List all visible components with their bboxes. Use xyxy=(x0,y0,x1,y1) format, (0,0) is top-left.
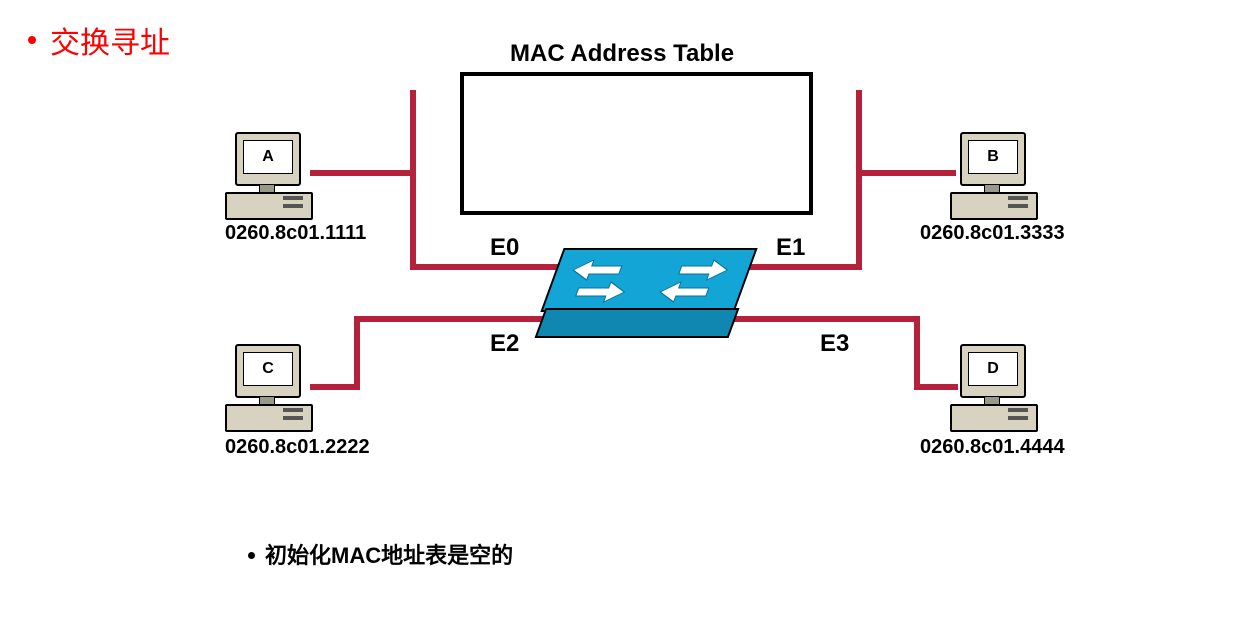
cable-segment xyxy=(914,316,920,390)
page-title: 交换寻址 xyxy=(50,18,170,62)
pc-c-icon: C xyxy=(225,344,315,434)
pc-c-mac: 0260.8c01.2222 xyxy=(225,436,370,459)
port-label-e0: E0 xyxy=(490,234,519,262)
footnote-text: 初始化MAC地址表是空的 xyxy=(265,538,513,570)
mac-table-title: MAC Address Table xyxy=(510,40,734,68)
pc-c-label: C xyxy=(243,352,293,386)
pc-d-mac: 0260.8c01.4444 xyxy=(920,436,1065,459)
cable-segment xyxy=(720,316,920,322)
cable-segment xyxy=(354,316,560,322)
pc-b-mac: 0260.8c01.3333 xyxy=(920,222,1065,245)
title-bullet xyxy=(28,36,36,44)
pc-d-icon: D xyxy=(950,344,1040,434)
pc-a-mac: 0260.8c01.1111 xyxy=(225,222,366,245)
cable-segment xyxy=(410,90,416,270)
cable-segment xyxy=(856,170,956,176)
cable-segment xyxy=(310,170,416,176)
mac-table-box xyxy=(460,72,813,215)
port-label-e3: E3 xyxy=(820,330,849,358)
switch-icon xyxy=(552,248,742,338)
port-label-e1: E1 xyxy=(776,234,805,262)
pc-d-label: D xyxy=(968,352,1018,386)
cable-segment xyxy=(856,90,862,270)
pc-a-label: A xyxy=(243,140,293,174)
port-label-e2: E2 xyxy=(490,330,519,358)
cable-segment xyxy=(354,316,360,390)
pc-b-label: B xyxy=(968,140,1018,174)
cable-segment xyxy=(310,384,360,390)
pc-b-icon: B xyxy=(950,132,1040,222)
pc-a-icon: A xyxy=(225,132,315,222)
cable-segment xyxy=(410,264,560,270)
footnote-bullet xyxy=(248,552,255,559)
